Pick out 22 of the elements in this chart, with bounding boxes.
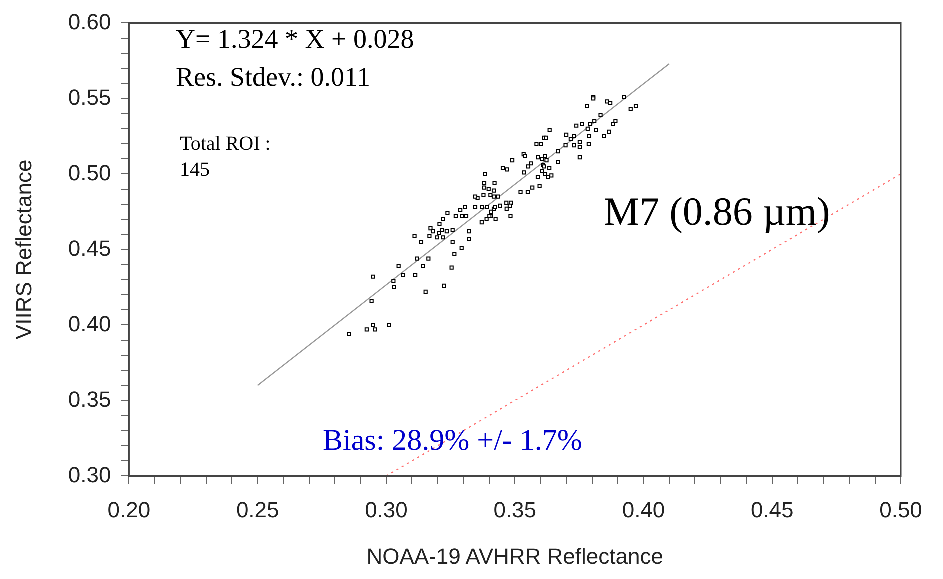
y-tick-label: 0.45 (68, 236, 112, 261)
annotation: Res. Stdev.: 0.011 (176, 62, 370, 92)
y-tick-label: 0.40 (68, 311, 112, 336)
annotation: M7 (0.86 µm) (604, 189, 830, 234)
x-tick-label: 0.50 (880, 497, 922, 522)
x-tick-label: 0.20 (108, 497, 151, 522)
y-axis-title: VIIRS Reflectance (11, 160, 36, 340)
y-tick-label: 0.55 (68, 84, 112, 110)
x-tick-label: 0.45 (750, 497, 794, 522)
x-tick-label: 0.30 (365, 497, 408, 522)
x-tick-label: 0.25 (236, 497, 280, 522)
y-tick-label: 0.60 (68, 9, 112, 34)
x-tick-label: 0.40 (622, 497, 666, 522)
y-tick-label: 0.50 (68, 160, 112, 186)
x-axis-title: NOAA-19 AVHRR Reflectance (366, 544, 664, 569)
annotation: Y= 1.324 * X + 0.028 (176, 24, 414, 54)
annotation: Bias: 28.9% +/- 1.7% (323, 424, 582, 457)
x-tick-label: 0.35 (494, 497, 537, 522)
annotation: 145 (180, 159, 210, 181)
annotation: Total ROI : (180, 133, 271, 155)
y-tick-label: 0.35 (68, 386, 112, 412)
y-tick-label: 0.30 (68, 462, 112, 488)
